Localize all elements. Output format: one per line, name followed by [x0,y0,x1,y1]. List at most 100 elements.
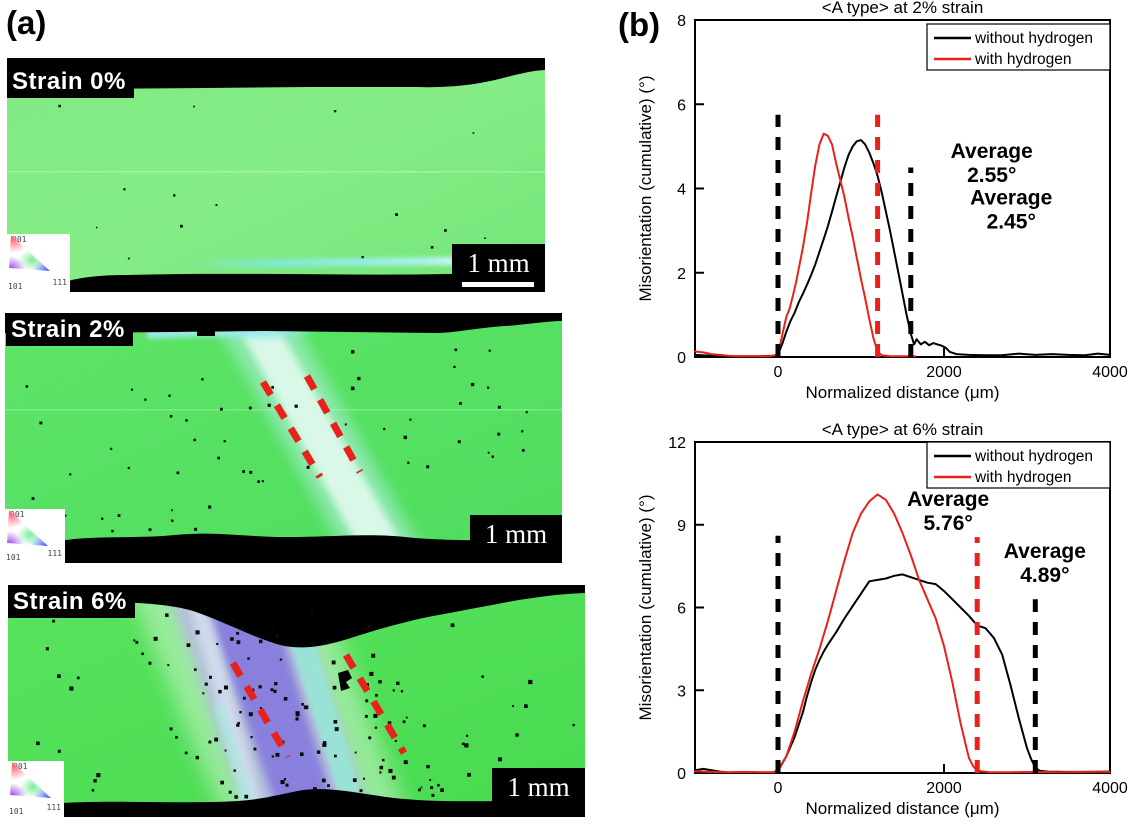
speckle [36,741,40,746]
speckle [234,795,238,799]
x-tick-label: 0 [774,780,783,797]
speckle [327,784,330,787]
speckle [171,519,174,522]
speckle [271,755,274,758]
chart-title: <A type> at 2% strain [822,0,984,17]
speckle [176,471,180,475]
speckle [242,696,246,700]
speckle [521,430,524,433]
speckle [300,752,304,756]
speckle [334,754,337,758]
speckle [194,527,198,531]
speckle [488,349,491,352]
speckle [422,724,426,728]
speckle [481,675,484,678]
speckle [217,456,220,460]
speckle [364,714,368,718]
speckle [382,758,385,762]
ipf-101-label: 101 [6,553,21,562]
speckle [169,415,173,418]
speckle [306,465,310,469]
speckle [426,465,430,469]
speckle-group [25,348,528,533]
speckle [209,675,212,679]
y-tick-label: 9 [677,518,686,535]
speckle [395,213,398,216]
ebsd-map-strain-0: Strain 0% 001 101 111 1 mm [7,58,545,292]
plot-border [694,441,1111,774]
y-tick-label: 8 [677,13,686,30]
speckle [201,378,204,381]
strain-2-label: Strain 2% [6,316,133,346]
speckle [403,760,408,765]
x-tick-label: 4000 [1092,364,1128,381]
speckle [242,470,245,473]
speckle [130,388,133,391]
scale-bar: 1 mm [452,244,545,292]
speckle [240,626,245,630]
speckle [373,713,378,718]
speckle [310,611,314,615]
chart-misorientation-6pct-strain: <A type> at 6% strain 0 2000 4000 0 3 6 9 12 Norm… [620,415,1130,831]
speckle [572,723,575,727]
speckle [148,661,152,665]
inclusion-blob [338,670,352,691]
band-marker-dashed-line-right [303,374,364,474]
speckle [224,685,228,690]
speckle [194,668,197,671]
speckle [409,418,412,421]
scale-bar: 1 mm [470,515,562,560]
ipf-triangle-icon [10,762,51,798]
shear-band-core [230,313,413,563]
speckle [232,618,235,621]
band-marker-dashed-line-left [229,661,292,759]
speckle [335,720,338,723]
ipf-legend: 001 101 111 [8,761,64,817]
speckle [394,739,397,742]
speckle [405,716,408,719]
speckle [267,403,271,407]
speckle [459,402,462,405]
speckle [64,514,67,517]
speckle [491,455,494,458]
panel-a-label: (a) [6,4,47,41]
strain-6-label: Strain 6% [8,588,135,618]
speckle [127,257,130,260]
legend-box [926,23,1111,71]
speckle [236,640,241,645]
speckle [101,517,104,520]
y-axis-label: Misorientation (cumulative) (°) [636,495,655,721]
legend-entry-label: with hydrogen [974,469,1072,486]
speckle [367,624,372,629]
speckle [168,394,171,397]
speckle [281,795,284,798]
legend-entry-label: without hydrogen [974,448,1093,465]
speckle [430,786,434,790]
speckle [316,750,321,754]
scale-bar-line [462,282,534,287]
speckle [186,643,191,647]
speckle [295,717,299,721]
speckle [274,682,278,686]
speckle [248,406,252,410]
speckle [450,623,455,628]
y-tick-label: 0 [677,350,686,367]
series-line-with-hydrogen [694,493,1111,774]
speckle [133,639,136,642]
speckle [461,742,465,746]
speckle [361,256,364,259]
band-marker-dashed-line-left [259,380,324,479]
speckle [202,692,205,695]
speckle [208,740,212,744]
speckle [165,613,169,617]
speckle [391,775,396,780]
speckle [322,778,326,783]
specimen-top-edge [5,313,562,333]
speckle [110,447,113,450]
speckle [403,435,407,440]
x-tick-label: 4000 [1092,780,1128,797]
speckle [359,789,363,793]
speckle [270,688,274,692]
y-tick-label: 4 [677,182,686,199]
